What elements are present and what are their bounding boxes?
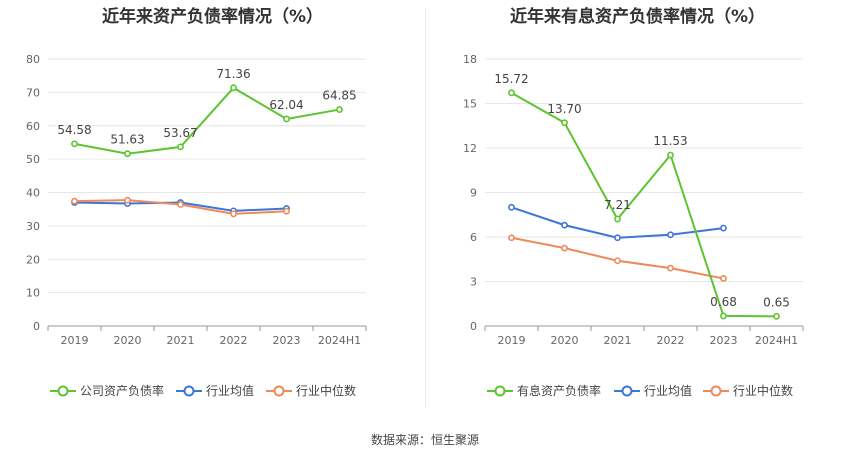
y-tick-label: 3 bbox=[470, 276, 477, 289]
x-tick-label: 2019 bbox=[61, 334, 89, 347]
data-label: 0.68 bbox=[710, 295, 737, 309]
y-tick-label: 0 bbox=[33, 320, 40, 333]
legend-item[interactable]: 公司资产负债率 bbox=[50, 383, 164, 398]
left-chart: 0 10 20 30 40 50 60 70 80 2019 2020 2021 2022 2023 202… bbox=[26, 53, 367, 398]
data-point[interactable] bbox=[283, 115, 290, 123]
data-point[interactable] bbox=[124, 150, 131, 158]
panel-divider bbox=[425, 8, 426, 408]
data-point[interactable] bbox=[283, 207, 290, 215]
data-point[interactable] bbox=[508, 203, 515, 211]
y-tick-label: 30 bbox=[26, 220, 40, 233]
y-tick-label: 40 bbox=[26, 187, 40, 200]
data-label: 51.63 bbox=[110, 133, 144, 147]
y-tick-label: 80 bbox=[26, 53, 40, 66]
legend-marker-icon bbox=[57, 385, 69, 397]
y-tick-label: 70 bbox=[26, 86, 40, 99]
data-point[interactable] bbox=[508, 89, 515, 97]
data-point[interactable] bbox=[124, 196, 131, 204]
data-point[interactable] bbox=[508, 234, 515, 242]
right-chart-panel: 近年来有息资产负债率情况（%） 0 3 6 9 12 15 18 2019 2020 2021 20… bbox=[425, 0, 850, 420]
x-tick-label: 2021 bbox=[167, 334, 195, 347]
y-tick-label: 12 bbox=[463, 142, 477, 155]
legend-label: 公司资产负债率 bbox=[80, 383, 164, 398]
data-label: 53.67 bbox=[163, 126, 197, 140]
data-point[interactable] bbox=[336, 106, 343, 113]
left-chart-panel: 近年来资产负债率情况（%） 0 10 20 30 40 50 60 70 80 2019 2020 2… bbox=[0, 0, 425, 420]
data-label: 62.04 bbox=[269, 98, 303, 112]
legend-item[interactable]: 有息资产负债率 bbox=[487, 383, 601, 398]
data-label: 54.58 bbox=[57, 123, 91, 137]
data-point[interactable] bbox=[667, 231, 674, 239]
data-point[interactable] bbox=[177, 201, 184, 208]
data-point[interactable] bbox=[667, 264, 674, 272]
y-tick-label: 15 bbox=[463, 98, 477, 111]
series-line bbox=[74, 86, 340, 155]
legend-item[interactable]: 行业中位数 bbox=[266, 383, 356, 398]
x-tick-label: 2022 bbox=[657, 334, 685, 347]
data-point[interactable] bbox=[720, 224, 727, 232]
y-tick-label: 9 bbox=[470, 187, 477, 200]
data-point[interactable] bbox=[561, 221, 568, 229]
data-label: 64.85 bbox=[322, 89, 356, 103]
legend-item[interactable]: 行业中位数 bbox=[703, 383, 793, 398]
y-tick-label: 60 bbox=[26, 120, 40, 133]
x-tick-label: 2019 bbox=[498, 334, 526, 347]
data-point[interactable] bbox=[177, 143, 184, 151]
x-tick-label: 2023 bbox=[710, 334, 738, 347]
legend-label: 行业中位数 bbox=[733, 383, 793, 398]
data-point[interactable] bbox=[561, 119, 568, 127]
legend-label: 有息资产负债率 bbox=[517, 383, 601, 398]
data-source-note: 数据来源：恒生聚源 bbox=[370, 433, 479, 447]
series-line bbox=[511, 91, 777, 318]
legend-marker-icon bbox=[621, 385, 633, 397]
data-point[interactable] bbox=[720, 275, 727, 282]
x-tick-label: 2020 bbox=[114, 334, 142, 347]
legend-marker-icon bbox=[183, 385, 195, 397]
data-label: 13.70 bbox=[547, 102, 581, 116]
data-point[interactable] bbox=[720, 312, 727, 320]
x-tick-label: 2024H1 bbox=[755, 334, 798, 347]
legend-label: 行业均值 bbox=[206, 383, 254, 398]
legend-marker-icon bbox=[710, 385, 722, 397]
data-point[interactable] bbox=[773, 312, 780, 320]
y-tick-label: 6 bbox=[470, 231, 477, 244]
data-point[interactable] bbox=[230, 210, 237, 218]
legend-marker-icon bbox=[273, 385, 285, 397]
data-point[interactable] bbox=[71, 140, 78, 148]
data-point[interactable] bbox=[230, 84, 237, 92]
x-tick-label: 2024H1 bbox=[318, 334, 361, 347]
data-label: 7.21 bbox=[604, 198, 631, 212]
x-tick-label: 2023 bbox=[273, 334, 301, 347]
x-tick-label: 2021 bbox=[604, 334, 632, 347]
y-tick-label: 20 bbox=[26, 253, 40, 266]
y-tick-label: 0 bbox=[470, 320, 477, 333]
data-point[interactable] bbox=[71, 197, 78, 205]
y-tick-label: 18 bbox=[463, 53, 477, 66]
right-chart: 0 3 6 9 12 15 18 2019 2020 2021 2022 2023 2024H1 15.7… bbox=[463, 53, 804, 398]
legend-label: 行业均值 bbox=[644, 383, 692, 398]
data-label: 0.65 bbox=[763, 295, 790, 309]
data-label: 15.72 bbox=[494, 72, 528, 86]
data-point[interactable] bbox=[614, 215, 621, 223]
legend-item[interactable]: 行业均值 bbox=[614, 383, 692, 398]
legend-label: 行业中位数 bbox=[296, 383, 356, 398]
legend-item[interactable]: 行业均值 bbox=[176, 383, 254, 398]
x-tick-label: 2020 bbox=[551, 334, 579, 347]
right-chart-title: 近年来有息资产负债率情况（%） bbox=[509, 7, 766, 27]
y-tick-label: 10 bbox=[26, 287, 40, 300]
data-point[interactable] bbox=[614, 257, 621, 265]
x-tick-label: 2022 bbox=[220, 334, 248, 347]
data-point[interactable] bbox=[614, 234, 621, 242]
y-tick-label: 50 bbox=[26, 153, 40, 166]
data-label: 71.36 bbox=[216, 67, 250, 81]
data-label: 11.53 bbox=[653, 134, 687, 148]
data-point[interactable] bbox=[561, 244, 568, 252]
left-chart-title: 近年来资产负债率情况（%） bbox=[101, 7, 324, 27]
legend-marker-icon bbox=[494, 385, 506, 397]
data-point[interactable] bbox=[667, 151, 674, 159]
